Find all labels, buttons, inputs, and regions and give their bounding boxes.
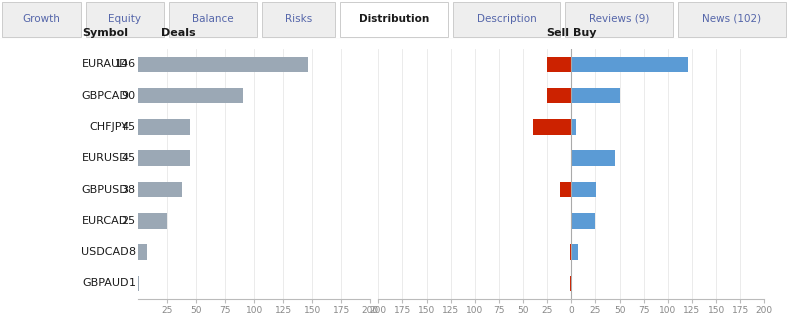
Text: Distribution: Distribution	[359, 14, 429, 24]
Bar	[571, 182, 597, 197]
Bar	[559, 182, 571, 197]
Text: GBPUSD: GBPUSD	[82, 185, 128, 195]
Text: Description: Description	[477, 14, 537, 24]
Text: CHFJPY: CHFJPY	[90, 122, 128, 132]
Text: Deals: Deals	[161, 28, 195, 38]
Text: 8: 8	[128, 247, 136, 257]
Bar	[571, 57, 688, 72]
Text: 146: 146	[114, 59, 136, 70]
Text: EURUSD: EURUSD	[82, 153, 128, 163]
Text: Balance: Balance	[192, 14, 234, 24]
Bar	[565, 2, 673, 37]
Bar	[262, 2, 336, 37]
Bar	[2, 2, 81, 37]
Bar	[138, 276, 139, 291]
Text: USDCAD: USDCAD	[81, 247, 128, 257]
Bar	[86, 2, 164, 37]
Text: Equity: Equity	[108, 14, 141, 24]
Text: GBPCAD: GBPCAD	[82, 91, 128, 101]
Text: 1: 1	[128, 278, 136, 288]
Text: 45: 45	[121, 153, 136, 163]
Text: EURCAD: EURCAD	[83, 216, 128, 226]
Bar	[452, 2, 560, 37]
Text: Reviews (9): Reviews (9)	[589, 14, 649, 24]
Text: Sell: Sell	[546, 28, 570, 38]
Bar	[138, 150, 190, 166]
Text: News (102): News (102)	[702, 14, 761, 24]
Bar	[571, 213, 596, 228]
Text: Symbol: Symbol	[83, 28, 128, 38]
Text: Risks: Risks	[285, 14, 312, 24]
Text: EURAUD: EURAUD	[82, 59, 128, 70]
Bar	[169, 2, 257, 37]
Bar	[340, 2, 448, 37]
Bar	[571, 244, 578, 260]
Bar	[571, 150, 615, 166]
Bar	[533, 119, 571, 135]
Bar	[138, 88, 243, 103]
Bar	[678, 2, 786, 37]
Text: Growth: Growth	[23, 14, 61, 24]
Bar	[571, 119, 576, 135]
Bar	[138, 244, 147, 260]
Text: 25: 25	[121, 216, 136, 226]
Text: 90: 90	[121, 91, 136, 101]
Bar	[571, 88, 619, 103]
Bar	[138, 182, 182, 197]
Text: 45: 45	[121, 122, 136, 132]
Bar	[138, 213, 167, 228]
Text: GBPAUD: GBPAUD	[82, 278, 128, 288]
Bar	[547, 88, 571, 103]
Text: 38: 38	[121, 185, 136, 195]
Text: Buy: Buy	[573, 28, 597, 38]
Bar	[138, 119, 190, 135]
Bar	[547, 57, 571, 72]
Bar	[138, 57, 307, 72]
